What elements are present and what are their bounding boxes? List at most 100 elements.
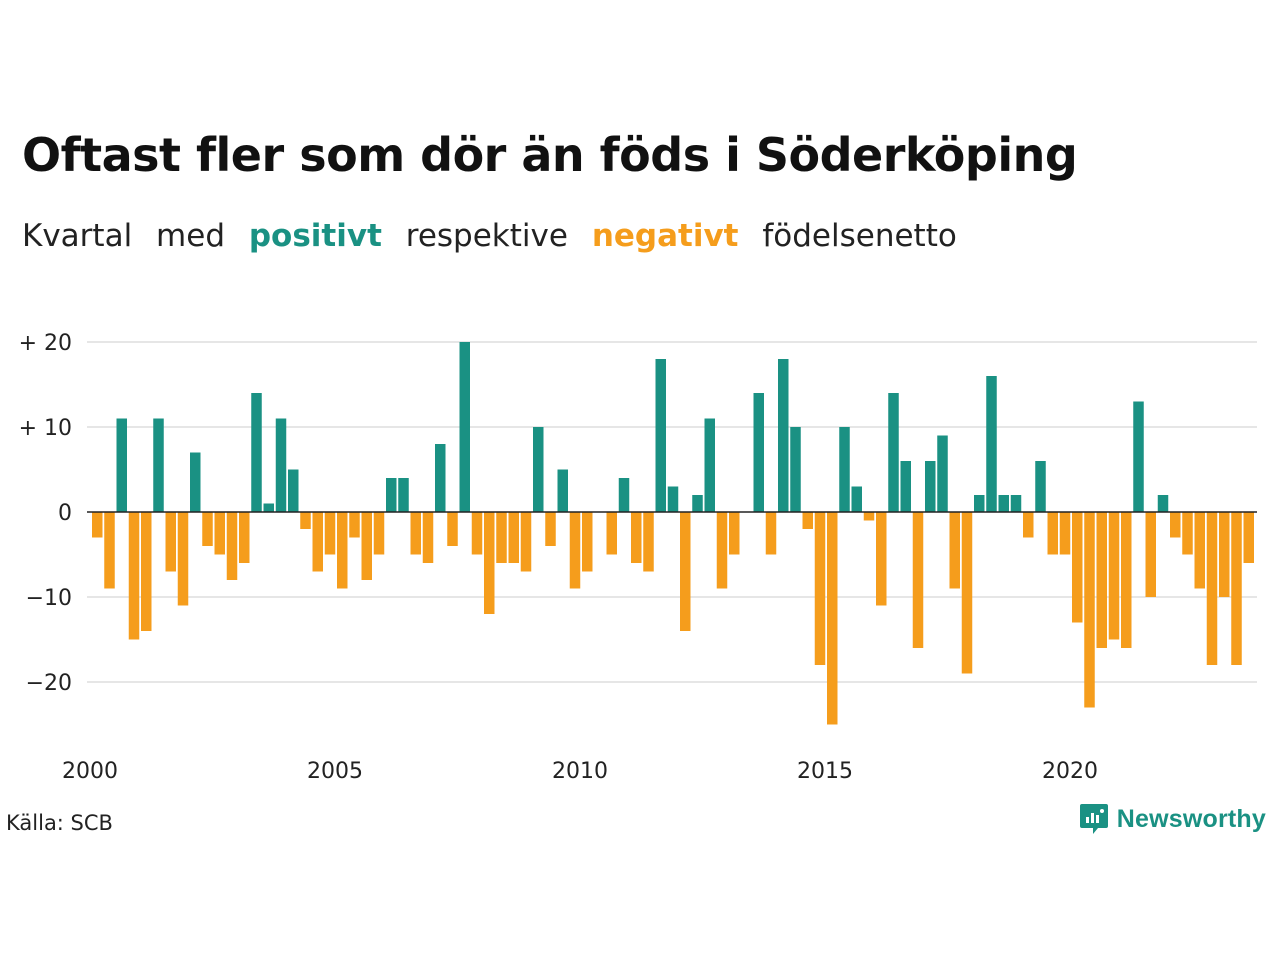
bar <box>337 512 348 589</box>
bar <box>1231 512 1242 665</box>
bar <box>1084 512 1095 708</box>
bar <box>765 512 777 555</box>
bar <box>1072 512 1083 623</box>
bar <box>692 495 703 512</box>
bar <box>912 512 924 648</box>
brand-name: Newsworthy <box>1116 804 1266 833</box>
bar <box>986 376 997 512</box>
bar <box>545 512 556 546</box>
bar <box>141 512 152 631</box>
bar <box>631 512 642 563</box>
y-tick-label: 0 <box>58 501 72 526</box>
bar <box>790 427 801 512</box>
subtitle-positive-label: positivt <box>248 218 382 254</box>
bar <box>398 478 409 512</box>
y-tick-label: −10 <box>26 586 72 611</box>
bar <box>386 478 397 512</box>
bar <box>275 418 287 512</box>
bar <box>1096 512 1107 648</box>
bar <box>312 512 323 572</box>
bar <box>716 512 728 589</box>
bar <box>373 512 385 555</box>
chart-subtitle: Kvartal med positivt respektive negativt… <box>22 218 971 254</box>
x-tick-label: 2020 <box>1042 759 1098 784</box>
bar <box>324 512 336 555</box>
subtitle-negative-label: negativt <box>591 218 739 254</box>
bar <box>533 427 544 512</box>
bar <box>1243 512 1254 563</box>
newsworthy-logo-icon <box>1079 804 1108 834</box>
bar <box>190 452 201 512</box>
bar <box>729 512 740 555</box>
bar <box>937 435 948 512</box>
x-tick-label: 2015 <box>797 759 853 784</box>
bar <box>1133 401 1144 512</box>
bar <box>508 512 519 563</box>
bar <box>925 461 936 512</box>
bar <box>557 469 568 512</box>
bar <box>165 512 176 572</box>
bar <box>1108 512 1120 640</box>
bar <box>643 512 654 572</box>
bar <box>900 461 911 512</box>
bar <box>569 512 581 589</box>
bar <box>753 393 764 512</box>
bar <box>876 512 887 606</box>
bar <box>582 512 593 572</box>
bar <box>251 393 262 512</box>
bar <box>949 512 960 589</box>
bar <box>667 486 679 512</box>
bar <box>263 503 274 512</box>
bar <box>300 512 311 529</box>
bar <box>214 512 225 555</box>
bar <box>851 486 862 512</box>
bar-chart: + 20 + 10 0 −10 −20 2000 2005 2010 2015 2020 <box>19 331 1257 784</box>
bar <box>239 512 250 563</box>
subtitle-text-3: respektive <box>405 218 568 254</box>
bar <box>888 393 899 512</box>
y-tick-label: + 10 <box>19 416 72 441</box>
bar <box>1035 461 1046 512</box>
bar <box>361 512 372 580</box>
bar <box>606 512 617 555</box>
bar <box>1182 512 1193 555</box>
bar <box>1023 512 1034 538</box>
bar <box>961 512 973 674</box>
bar <box>92 512 103 538</box>
bar <box>814 512 826 665</box>
bar <box>104 512 115 589</box>
bar <box>974 495 985 512</box>
bar <box>471 512 483 555</box>
bar <box>496 512 507 563</box>
bar <box>349 512 360 538</box>
x-tick-label: 2010 <box>552 759 608 784</box>
bar <box>1145 512 1156 597</box>
bar <box>1206 512 1218 665</box>
bar <box>1121 512 1132 648</box>
bar <box>655 359 666 512</box>
bar <box>704 418 715 512</box>
y-tick-label: + 20 <box>19 331 72 356</box>
bar <box>1059 512 1071 555</box>
bar <box>680 512 691 631</box>
bar <box>839 427 850 512</box>
bar <box>202 512 213 546</box>
bar <box>153 418 164 512</box>
bar <box>1194 512 1205 589</box>
bar <box>1170 512 1181 538</box>
bar <box>447 512 458 546</box>
bar <box>410 512 421 555</box>
bar <box>116 418 127 512</box>
x-tick-label: 2005 <box>307 759 363 784</box>
bar <box>1157 495 1169 512</box>
x-tick-label: 2000 <box>62 759 118 784</box>
subtitle-text-1: Kvartal <box>22 218 133 254</box>
bar <box>288 469 299 512</box>
bar <box>422 512 434 563</box>
subtitle-text-4: födelsenetto <box>762 218 957 254</box>
bar <box>128 512 140 640</box>
bar <box>618 478 630 512</box>
bar <box>226 512 238 580</box>
chart-title: Oftast fler som dör än föds i Söderköpin… <box>22 128 1078 182</box>
bar <box>863 512 875 521</box>
